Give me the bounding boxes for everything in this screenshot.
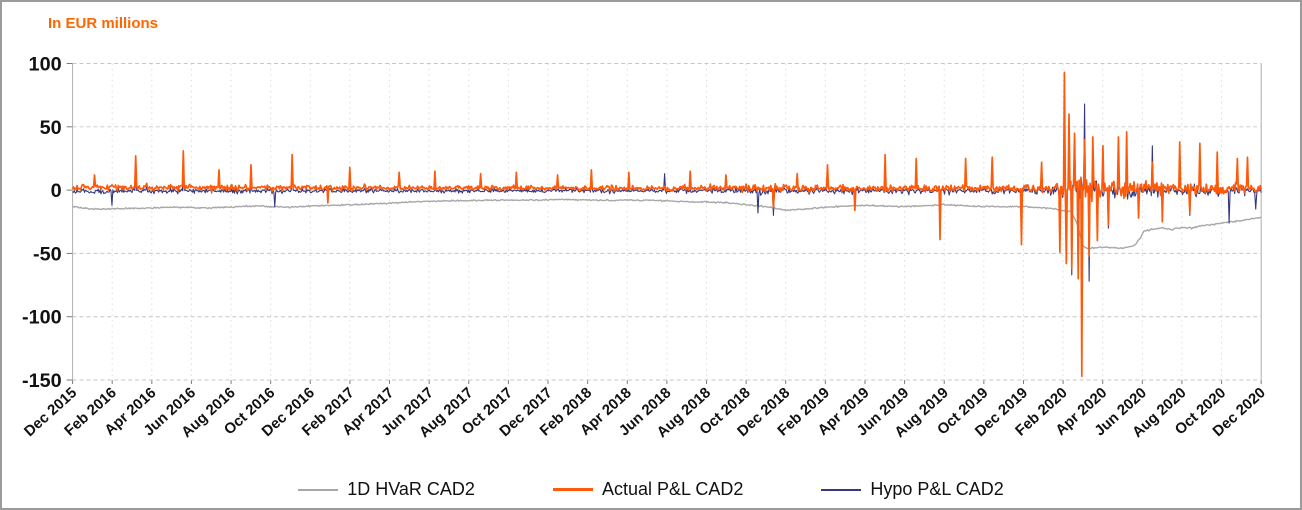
y-tick-label: -50 (33, 243, 62, 265)
y-tick-label: 0 (51, 180, 62, 202)
legend-item-actual-pnl: Actual P&L CAD2 (552, 479, 744, 500)
series-line-1d-hvar-cad2 (72, 198, 1262, 250)
chart-title: In EUR millions (48, 15, 159, 32)
legend-item-hvar: 1D HVaR CAD2 (298, 479, 475, 500)
y-tick-label: 100 (29, 53, 62, 75)
legend-label-actual-pnl: Actual P&L CAD2 (601, 479, 744, 499)
y-tick-label: -100 (22, 307, 62, 329)
legend-label-hvar: 1D HVaR CAD2 (347, 479, 475, 499)
chart-legend: 1D HVaR CAD2 Actual P&L CAD2 Hypo P&L CA… (2, 479, 1300, 500)
legend-label-hypo-pnl: Hypo P&L CAD2 (870, 479, 1004, 499)
actual-pnl-line-sample (552, 488, 593, 491)
hypo-pnl-line-sample (821, 488, 862, 491)
y-tick-label: 50 (40, 117, 62, 139)
hvar-line-sample (298, 488, 339, 491)
legend-item-hypo-pnl: Hypo P&L CAD2 (821, 479, 1004, 500)
series-line-actual-p-l-cad2 (71, 71, 1262, 378)
y-tick-label: -150 (22, 370, 62, 392)
